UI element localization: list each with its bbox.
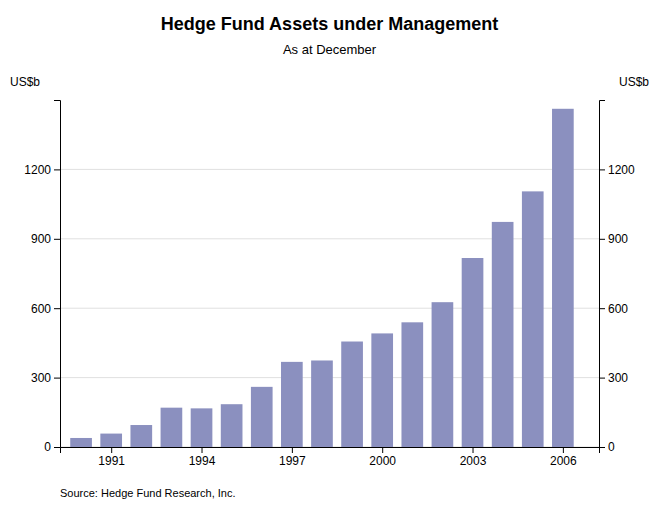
- chart-svg: Hedge Fund Assets under Management As at …: [0, 0, 659, 509]
- tick-mark: [599, 239, 605, 240]
- subtitle: As at December: [283, 42, 377, 57]
- tick: 300: [31, 371, 60, 385]
- plot-area: 1991 1994 1997 2000 2003 2006 0 300 600 900 1200 0 3…: [10, 75, 649, 468]
- tick: 300: [599, 371, 628, 385]
- tick-mark: [563, 447, 564, 453]
- grid-line: [60, 308, 599, 309]
- tick: 2003: [460, 447, 487, 468]
- bar: [371, 333, 393, 447]
- tick: 600: [31, 302, 60, 316]
- tick-mark: [202, 447, 203, 453]
- tick-label: 900: [608, 232, 628, 246]
- bar: [311, 360, 333, 447]
- bar: [161, 408, 183, 447]
- grid: [60, 169, 599, 447]
- tick-label: 1994: [189, 454, 216, 468]
- tick-label: 1997: [279, 454, 306, 468]
- tick-mark: [599, 447, 605, 448]
- tick-label: 2003: [460, 454, 487, 468]
- axis-domain: [600, 101, 606, 448]
- bar: [221, 404, 243, 447]
- tick-label: 2006: [550, 454, 577, 468]
- tick-label: 2000: [369, 454, 396, 468]
- bar: [281, 362, 303, 447]
- y-axis-label: US$b: [10, 75, 40, 89]
- bar: [432, 302, 454, 447]
- bar: [251, 387, 273, 447]
- grid-line: [60, 169, 599, 170]
- tick-mark: [599, 378, 605, 379]
- tick-mark: [54, 308, 60, 309]
- tick: 1200: [599, 163, 635, 177]
- tick-mark: [111, 447, 112, 453]
- bar: [462, 258, 484, 447]
- tick-mark: [54, 447, 60, 448]
- tick: 1994: [189, 447, 216, 468]
- grid-line: [60, 238, 599, 239]
- tick-mark: [382, 447, 383, 453]
- x-axis: 1991 1994 1997 2000 2003 2006: [61, 447, 600, 468]
- tick: 600: [599, 302, 628, 316]
- tick-label: 900: [31, 232, 51, 246]
- title: Hedge Fund Assets under Management: [161, 14, 498, 34]
- bar: [522, 191, 544, 447]
- y2-axis-label: US$b: [619, 75, 649, 89]
- tick: 0: [44, 440, 60, 454]
- tick: 1200: [24, 163, 60, 177]
- tick-label: 0: [608, 440, 615, 454]
- tick-label: 1200: [24, 163, 51, 177]
- bar: [492, 222, 514, 447]
- tick: 2006: [550, 447, 577, 468]
- tick: 0: [599, 440, 615, 454]
- tick: 1991: [98, 447, 125, 468]
- tick-mark: [54, 239, 60, 240]
- bar: [552, 109, 574, 447]
- chart-container: Hedge Fund Assets under Management As at …: [0, 0, 659, 509]
- tick: 1997: [279, 447, 306, 468]
- tick-label: 300: [31, 371, 51, 385]
- tick-label: 300: [608, 371, 628, 385]
- axis-domain: [61, 448, 600, 454]
- bar: [70, 438, 92, 447]
- tick-mark: [54, 169, 60, 170]
- tick-mark: [599, 169, 605, 170]
- tick-mark: [54, 378, 60, 379]
- tick-mark: [599, 308, 605, 309]
- tick-label: 1991: [98, 454, 125, 468]
- tick-mark: [292, 447, 293, 453]
- bar: [341, 342, 363, 447]
- bar: [130, 425, 152, 447]
- bar: [401, 322, 423, 447]
- tick: 900: [31, 232, 60, 246]
- tick: 900: [599, 232, 628, 246]
- y-axis: 0 300 600 900 1200: [24, 101, 60, 455]
- source: Source: Hedge Fund Research, Inc.: [60, 487, 235, 499]
- tick-label: 0: [44, 440, 51, 454]
- tick-label: 600: [608, 302, 628, 316]
- axis-domain: [54, 101, 61, 448]
- bars: [70, 109, 573, 447]
- tick-label: 600: [31, 302, 51, 316]
- y2-axis: 0 300 600 900 1200: [599, 101, 635, 455]
- tick-mark: [473, 447, 474, 453]
- tick-label: 1200: [608, 163, 635, 177]
- bar: [191, 408, 213, 447]
- tick: 2000: [369, 447, 396, 468]
- bar: [100, 434, 122, 447]
